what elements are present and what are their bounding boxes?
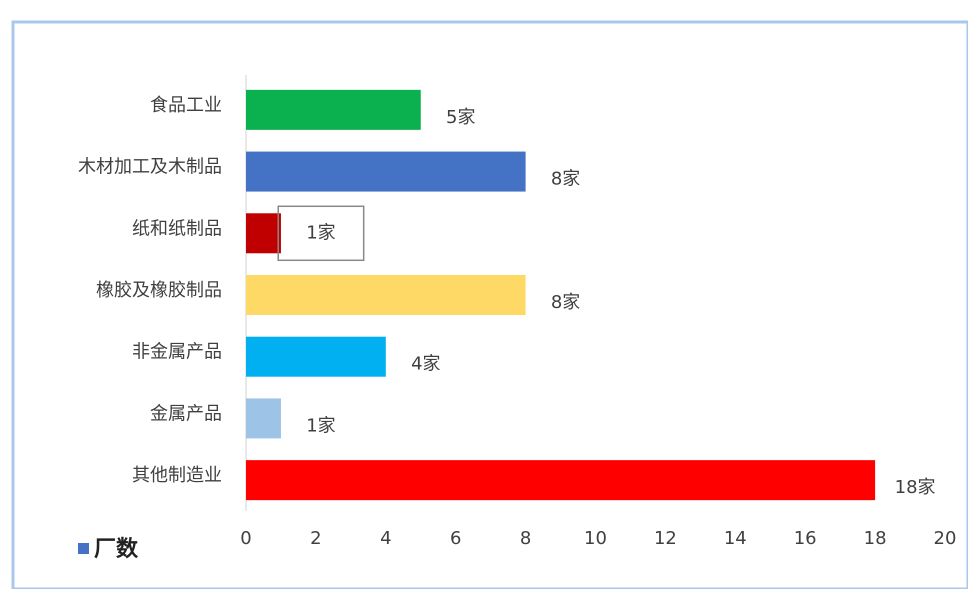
x-tick-label: 12: [654, 528, 677, 549]
bar: [246, 275, 526, 315]
y-tick-label: 橡胶及橡胶制品: [96, 280, 222, 301]
value-label: 18家: [895, 477, 936, 498]
x-tick-label: 16: [794, 528, 817, 549]
legend-label: 厂数: [94, 536, 139, 562]
y-tick-label: 非金属产品: [132, 342, 222, 363]
y-tick-label: 纸和纸制品: [132, 218, 222, 239]
x-tick-label: 8: [520, 528, 531, 549]
value-label: 5家: [446, 107, 475, 128]
x-tick-label: 4: [380, 528, 391, 549]
value-label: 8家: [551, 169, 580, 190]
bar: [246, 398, 281, 439]
x-tick-label: 2: [310, 528, 321, 549]
bar: [246, 460, 876, 501]
x-tick-label: 6: [450, 528, 461, 549]
y-tick-label: 其他制造业: [132, 465, 222, 486]
legend-marker: [78, 543, 89, 554]
value-label: 8家: [551, 292, 580, 313]
y-tick-label: 木材加工及木制品: [78, 157, 222, 178]
bar: [246, 151, 526, 192]
x-tick-label: 10: [584, 528, 607, 549]
y-tick-label: 金属产品: [150, 403, 222, 424]
label-box: [277, 205, 365, 262]
value-label: 1家: [306, 415, 335, 436]
x-tick-label: 18: [864, 528, 887, 549]
value-label: 4家: [411, 354, 440, 375]
value-label: 1家: [306, 222, 335, 243]
bar: [246, 336, 386, 377]
x-tick-label: 0: [240, 528, 251, 549]
x-tick-label: 14: [724, 528, 747, 549]
bar: [246, 89, 421, 130]
y-tick-label: 食品工业: [150, 95, 222, 116]
bar: [246, 213, 281, 254]
x-tick-label: 20: [934, 528, 957, 549]
